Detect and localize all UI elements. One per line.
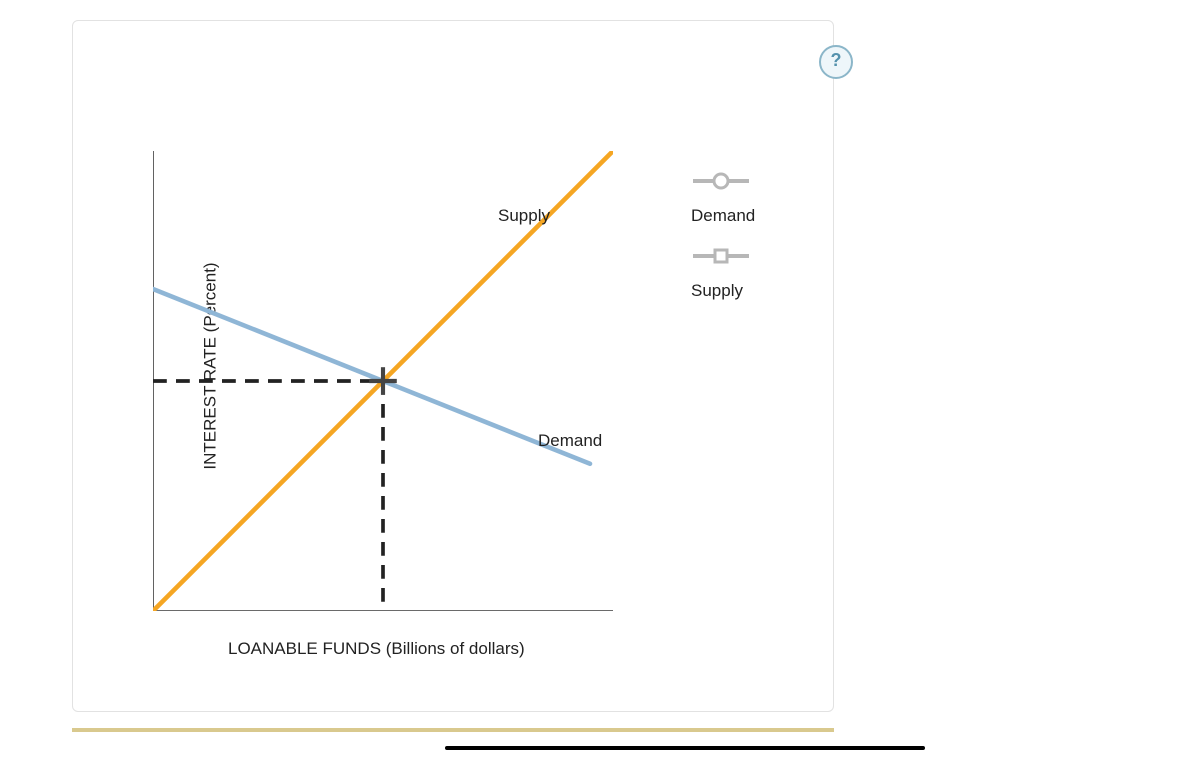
legend-supply-label: Supply	[691, 281, 755, 301]
legend: Demand Supply	[691, 171, 755, 317]
legend-demand-label: Demand	[691, 206, 755, 226]
circle-marker-icon	[714, 174, 728, 188]
legend-supply-icon	[691, 246, 751, 266]
plot-area: Supply Demand	[153, 151, 613, 611]
square-marker-icon	[715, 250, 727, 262]
demand-line[interactable]	[153, 289, 590, 464]
x-axis-label: LOANABLE FUNDS (Billions of dollars)	[228, 639, 525, 659]
legend-demand-icon	[691, 171, 751, 191]
demand-inline-label: Demand	[538, 431, 602, 451]
gold-divider	[72, 728, 834, 732]
supply-inline-label: Supply	[498, 206, 550, 226]
help-button[interactable]: ?	[819, 45, 853, 79]
legend-item-supply[interactable]: Supply	[691, 246, 755, 301]
black-divider	[445, 746, 925, 750]
chart-panel: ? INTEREST RATE (Percent) Supply Demand …	[72, 20, 834, 712]
legend-item-demand[interactable]: Demand	[691, 171, 755, 226]
